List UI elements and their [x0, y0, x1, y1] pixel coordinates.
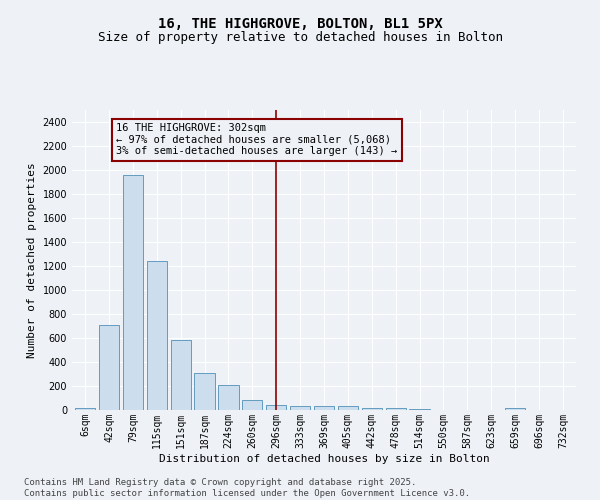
Bar [170, 340, 191, 410]
Bar [290, 406, 310, 410]
Bar [194, 373, 215, 410]
Bar [386, 408, 406, 410]
Bar [314, 406, 334, 410]
Bar [338, 406, 358, 410]
Bar [146, 261, 167, 410]
X-axis label: Distribution of detached houses by size in Bolton: Distribution of detached houses by size … [158, 454, 490, 464]
Bar [266, 405, 286, 410]
Bar [75, 408, 95, 410]
Bar [242, 400, 262, 410]
Bar [99, 325, 119, 410]
Text: Contains HM Land Registry data © Crown copyright and database right 2025.
Contai: Contains HM Land Registry data © Crown c… [24, 478, 470, 498]
Text: Size of property relative to detached houses in Bolton: Size of property relative to detached ho… [97, 31, 503, 44]
Bar [505, 408, 525, 410]
Text: 16 THE HIGHGROVE: 302sqm
← 97% of detached houses are smaller (5,068)
3% of semi: 16 THE HIGHGROVE: 302sqm ← 97% of detach… [116, 123, 397, 156]
Bar [123, 175, 143, 410]
Text: 16, THE HIGHGROVE, BOLTON, BL1 5PX: 16, THE HIGHGROVE, BOLTON, BL1 5PX [158, 18, 442, 32]
Bar [218, 386, 239, 410]
Y-axis label: Number of detached properties: Number of detached properties [27, 162, 37, 358]
Bar [362, 408, 382, 410]
